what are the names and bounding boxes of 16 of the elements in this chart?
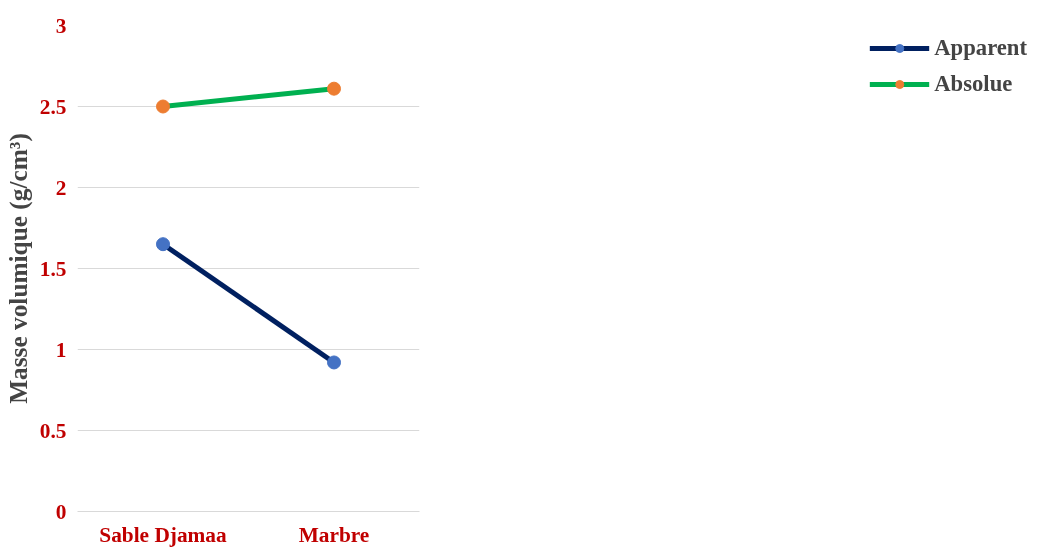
point: [327, 355, 341, 370]
y-axis-title: Masse volumique (g/cm³): [3, 133, 33, 404]
point: [327, 81, 341, 96]
y-tick-label: 1.5: [39, 256, 67, 281]
y-tick-label: 0: [55, 499, 67, 524]
legend-label: Absolue: [934, 71, 1013, 97]
x-tick-label: Marbre: [298, 522, 370, 547]
y-tick-label: 1: [55, 337, 67, 362]
y-tick-label: 2: [55, 175, 67, 200]
x-tick-label: Sable Djamaa: [99, 522, 228, 547]
y-tick-label: 0.5: [39, 418, 67, 443]
legend-label: Apparent: [934, 35, 1027, 61]
y-tick-label: 3: [55, 13, 67, 38]
point: [156, 99, 170, 114]
point: [156, 237, 170, 252]
y-tick-label: 2.5: [39, 94, 67, 119]
